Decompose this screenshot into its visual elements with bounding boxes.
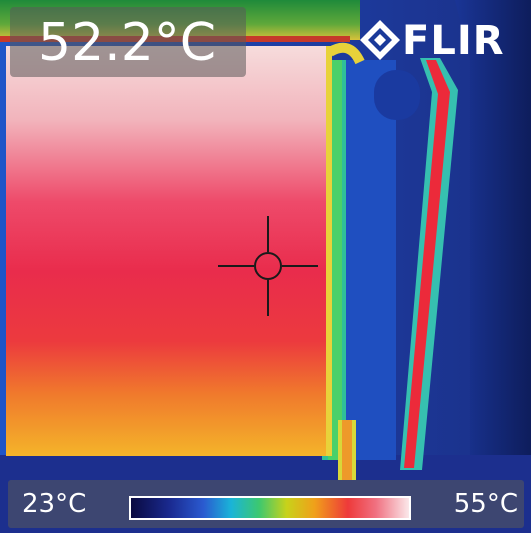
spot-temperature-box: 52.2°C [10,7,246,77]
flir-logo: FLIR [360,16,520,66]
scale-max-label: 55°C [453,489,518,519]
flir-logo-text: FLIR [402,18,505,64]
temperature-scale: 23°C 55°C [8,480,524,528]
flir-diamond-icon [360,20,400,60]
spot-temperature: 52.2°C [38,13,217,73]
scale-min-label: 23°C [22,489,87,519]
crosshair-icon [218,216,318,316]
palette-gradient [129,496,411,520]
